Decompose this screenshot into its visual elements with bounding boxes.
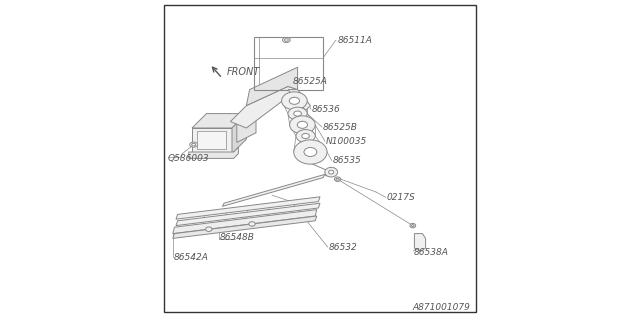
Ellipse shape (289, 116, 316, 134)
Polygon shape (223, 174, 325, 206)
Ellipse shape (302, 133, 310, 139)
Ellipse shape (412, 225, 414, 227)
Ellipse shape (288, 107, 307, 120)
Polygon shape (230, 86, 298, 128)
Text: 86525A: 86525A (292, 77, 328, 86)
Ellipse shape (249, 222, 255, 226)
Polygon shape (415, 234, 426, 251)
Text: N100035: N100035 (326, 137, 367, 146)
Text: Q586003: Q586003 (168, 154, 210, 163)
Polygon shape (325, 168, 336, 176)
Text: 86511A: 86511A (338, 36, 372, 44)
Polygon shape (288, 90, 310, 110)
Ellipse shape (297, 121, 307, 128)
Ellipse shape (284, 39, 288, 41)
Ellipse shape (296, 130, 316, 142)
Text: 86542A: 86542A (173, 253, 208, 262)
Polygon shape (173, 216, 317, 238)
Polygon shape (173, 210, 317, 234)
Polygon shape (189, 147, 239, 158)
Ellipse shape (335, 177, 341, 181)
Text: 86536: 86536 (312, 105, 340, 114)
Ellipse shape (192, 143, 196, 146)
Ellipse shape (294, 111, 301, 116)
Text: 86548B: 86548B (220, 233, 255, 242)
Ellipse shape (205, 227, 212, 231)
Ellipse shape (329, 170, 334, 174)
Polygon shape (246, 67, 298, 106)
Ellipse shape (282, 92, 307, 110)
Polygon shape (176, 197, 320, 219)
Ellipse shape (189, 142, 197, 147)
Ellipse shape (410, 223, 416, 228)
Polygon shape (237, 112, 256, 142)
Text: 86538A: 86538A (414, 248, 449, 257)
Ellipse shape (289, 97, 300, 104)
Ellipse shape (304, 148, 317, 156)
Ellipse shape (325, 167, 338, 177)
Text: FRONT: FRONT (227, 67, 260, 77)
Text: 86525B: 86525B (323, 123, 358, 132)
Polygon shape (232, 114, 246, 154)
Text: A871001079: A871001079 (413, 303, 470, 312)
Polygon shape (192, 128, 232, 154)
Polygon shape (192, 114, 246, 128)
Ellipse shape (294, 140, 327, 164)
Ellipse shape (336, 178, 339, 180)
Ellipse shape (283, 37, 290, 43)
Text: 86535: 86535 (333, 156, 362, 165)
Text: 86532: 86532 (329, 244, 357, 252)
Polygon shape (176, 203, 320, 226)
Bar (197, 131, 226, 149)
Text: 0217S: 0217S (387, 193, 415, 202)
